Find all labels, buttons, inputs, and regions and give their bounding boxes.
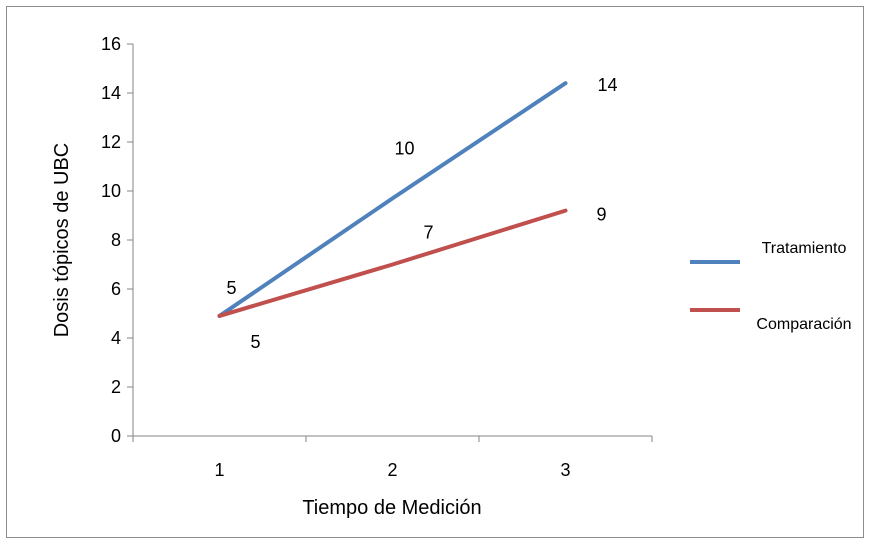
data-label: 5 [250, 332, 260, 352]
x-axis-title: Tiempo de Medición [302, 497, 481, 519]
legend-label: Tratamiento [762, 240, 847, 257]
data-label: 14 [597, 75, 617, 95]
y-tick-label: 12 [101, 132, 121, 152]
series-line-tratamiento [217, 81, 568, 318]
y-tick-label: 8 [111, 230, 121, 250]
y-axis: 0 2 4 6 8 10 12 14 16 [101, 34, 134, 446]
y-tick-label: 16 [101, 34, 121, 54]
y-tick-label: 6 [111, 279, 121, 299]
x-axis: 1 2 3 [132, 435, 653, 480]
y-tick-label: 0 [111, 426, 121, 446]
series-line-comparacion [217, 208, 568, 318]
series-lines [217, 81, 568, 318]
data-label: 9 [596, 205, 606, 225]
y-axis-title: Dosis tópicos de UBC [51, 143, 73, 338]
y-tick-label: 10 [101, 181, 121, 201]
x-tick-label: 3 [560, 460, 570, 480]
legend: Tratamiento Comparación [690, 240, 852, 333]
data-labels: 5 10 14 5 7 9 [226, 75, 617, 352]
x-tick-label: 1 [214, 460, 224, 480]
x-tick-label: 2 [387, 460, 397, 480]
y-tick-label: 2 [111, 377, 121, 397]
chart-frame [6, 6, 864, 538]
data-label: 10 [394, 138, 414, 158]
y-tick-label: 4 [111, 328, 121, 348]
y-tick-label: 14 [101, 83, 121, 103]
data-label: 7 [423, 223, 433, 243]
data-label: 5 [226, 278, 236, 298]
legend-label: Comparación [756, 316, 851, 333]
